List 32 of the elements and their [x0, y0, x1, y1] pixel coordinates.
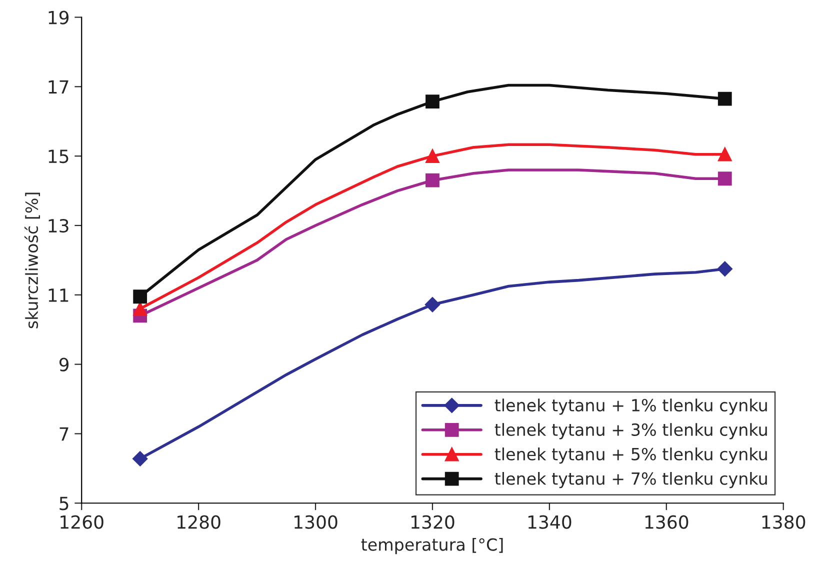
point: [426, 173, 440, 188]
point: [718, 172, 732, 186]
legend-label: tlenek tytanu + 5% tlenku cynku: [494, 448, 767, 464]
x-axis-title: temperatura [°C]: [361, 538, 503, 554]
point: [426, 149, 440, 164]
y-tick-label: 7: [60, 427, 68, 441]
x-tick-label: 1380: [762, 515, 806, 529]
legend-label: tlenek tytanu + 1% tlenku cynku: [494, 398, 767, 415]
y-tick-label: 15: [48, 150, 68, 164]
legend-label: tlenek tytanu + 3% tlenku cynku: [494, 423, 767, 440]
x-tick-label: 1260: [60, 515, 104, 529]
x-tick-label: 1280: [178, 515, 220, 529]
y-tick-label: 5: [60, 496, 68, 510]
y-tick-label: 9: [59, 358, 69, 372]
x-tick-label: 1300: [294, 515, 338, 529]
y-tick-label: 11: [48, 288, 68, 302]
point: [426, 94, 440, 109]
x-tick-label: 1320: [411, 515, 454, 529]
point: [133, 290, 148, 304]
y-tick-label: 13: [48, 218, 68, 233]
point: [132, 451, 148, 466]
legend-label: tlenek tytanu + 7% tlenku cynku: [494, 472, 767, 488]
point: [718, 92, 732, 106]
point: [133, 302, 148, 316]
y-axis-title: skurczliwość [%]: [24, 192, 40, 328]
point: [424, 297, 440, 312]
point: [717, 261, 732, 276]
x-tick-label: 1340: [528, 515, 572, 529]
point: [718, 147, 732, 162]
y-tick-label: 17: [48, 80, 68, 94]
x-tick-label: 1360: [645, 515, 688, 529]
y-tick-label: 19: [48, 10, 69, 24]
